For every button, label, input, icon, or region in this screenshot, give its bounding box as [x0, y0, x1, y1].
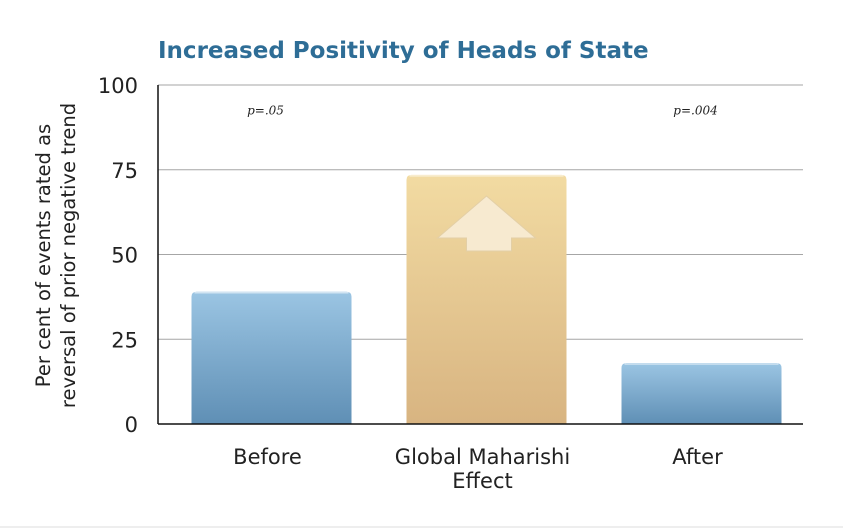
bar — [191, 291, 352, 424]
bars — [191, 174, 782, 424]
y-tick-label: 0 — [125, 413, 138, 437]
y-axis-label-line: Per cent of events rated as — [32, 124, 55, 387]
y-tick-label: 25 — [111, 328, 138, 352]
p-value-annotation: p=.004 — [673, 103, 717, 117]
annotations: p=.05 p=.004 — [247, 103, 718, 117]
x-tick-label: Effect — [452, 469, 512, 493]
y-tick-labels: 0 25 50 75 100 — [98, 74, 138, 437]
y-tick-label: 75 — [111, 159, 138, 183]
x-tick-label: After — [672, 445, 723, 469]
up-arrow-icon — [436, 195, 537, 252]
y-axis-label: Per cent of events rated as reversal of p… — [32, 103, 80, 408]
x-tick-label: Before — [233, 445, 302, 469]
y-tick-label: 50 — [111, 244, 138, 268]
x-tick-label: Global Maharishi — [395, 445, 570, 469]
p-value-annotation: p=.05 — [247, 103, 284, 117]
bar — [621, 362, 782, 424]
y-tick-label: 100 — [98, 74, 138, 98]
chart-title: Increased Positivity of Heads of State — [158, 38, 649, 64]
y-axis-label-line: reversal of prior negative trend — [57, 103, 80, 408]
